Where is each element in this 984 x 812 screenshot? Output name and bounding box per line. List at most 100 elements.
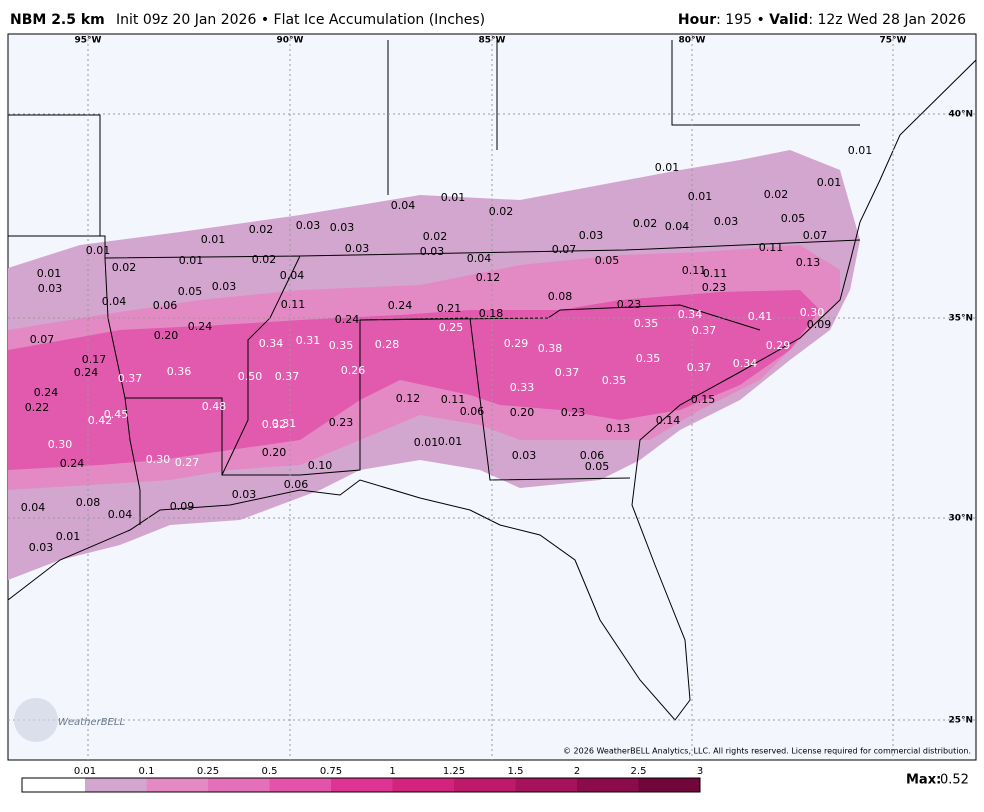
- point-label: 0.01: [655, 161, 680, 174]
- point-label: 0.37: [118, 372, 143, 385]
- point-label: 0.02: [112, 261, 137, 274]
- point-label: 0.02: [489, 205, 514, 218]
- point-label: 0.45: [104, 408, 129, 421]
- point-label: 0.24: [34, 386, 59, 399]
- point-label: 0.23: [702, 281, 727, 294]
- point-label: 0.24: [60, 457, 85, 470]
- colorbar-swatch: [638, 778, 700, 792]
- point-label: 0.07: [803, 229, 828, 242]
- colorbar-swatch: [208, 778, 270, 792]
- point-label: 0.04: [391, 199, 416, 212]
- point-label: 0.03: [330, 221, 355, 234]
- point-label: 0.04: [102, 295, 127, 308]
- lat-label: 35°N: [948, 314, 973, 324]
- point-label: 0.24: [388, 299, 413, 312]
- point-label: 0.13: [606, 422, 631, 435]
- point-label: 0.29: [504, 337, 529, 350]
- point-label: 0.35: [602, 374, 627, 387]
- point-label: 0.04: [665, 220, 690, 233]
- point-label: 0.13: [796, 256, 821, 269]
- point-label: 0.18: [479, 307, 504, 320]
- point-label: 0.24: [188, 320, 213, 333]
- point-label: 0.05: [781, 212, 806, 225]
- valid-part: : 195 •: [716, 12, 769, 28]
- point-label: 0.30: [48, 438, 73, 451]
- lon-label: 90°W: [277, 36, 304, 46]
- colorbar-swatch: [22, 778, 85, 792]
- colorbar-frame: [21, 777, 701, 793]
- point-label: 0.03: [38, 282, 63, 295]
- point-label: 0.03: [29, 541, 54, 554]
- point-label: 0.01: [86, 244, 111, 257]
- model-name: NBM 2.5 km: [10, 12, 105, 28]
- point-label: 0.42: [88, 414, 113, 427]
- point-label: 0.05: [178, 285, 203, 298]
- point-label: 0.35: [636, 352, 661, 365]
- ice-heavy: [8, 290, 820, 470]
- point-label: 0.03: [296, 219, 321, 232]
- point-label: 0.37: [692, 324, 717, 337]
- point-label: 0.11: [682, 264, 707, 277]
- point-label: 0.24: [74, 366, 99, 379]
- point-label: 0.33: [510, 381, 535, 394]
- point-label: 0.01: [438, 435, 463, 448]
- point-label: 0.09: [807, 318, 832, 331]
- point-label: 0.20: [154, 329, 179, 342]
- colorbar-tick: 1.5: [508, 766, 524, 777]
- point-label: 0.23: [329, 416, 354, 429]
- point-label: 0.24: [335, 313, 360, 326]
- point-label: 0.23: [617, 298, 642, 311]
- valid-time: Hour: 195 • Valid: 12z Wed 28 Jan 2026: [678, 12, 966, 28]
- point-label: 0.11: [441, 393, 466, 406]
- point-label: 0.22: [25, 401, 50, 414]
- point-label: 0.06: [284, 478, 309, 491]
- graticule: [8, 34, 976, 760]
- valid-part: Hour: [678, 12, 716, 28]
- point-label: 0.35: [634, 317, 659, 330]
- point-label: 0.20: [262, 446, 287, 459]
- point-label: 0.01: [848, 144, 873, 157]
- max-label: Max:: [906, 773, 941, 788]
- point-label: 0.01: [817, 176, 842, 189]
- point-label: 0.03: [232, 488, 257, 501]
- point-label: 0.06: [580, 449, 605, 462]
- point-label: 0.12: [476, 271, 501, 284]
- point-label: 0.35: [329, 339, 354, 352]
- point-label: 0.02: [633, 217, 658, 230]
- point-label: 0.26: [341, 364, 366, 377]
- point-label: 0.14: [656, 414, 681, 427]
- colorbar-swatch: [85, 778, 147, 792]
- point-label: 0.34: [733, 357, 758, 370]
- point-label: 0.01: [414, 436, 439, 449]
- point-label: 0.27: [175, 456, 200, 469]
- point-label: 0.01: [441, 191, 466, 204]
- point-label: 0.25: [439, 321, 464, 334]
- lon-label: 75°W: [880, 36, 907, 46]
- valid-part: : 12z Wed 28 Jan 2026: [808, 12, 966, 28]
- colorbar-swatch: [146, 778, 208, 792]
- point-label: 0.17: [82, 353, 107, 366]
- colorbar-tick: 0.75: [320, 766, 342, 777]
- point-label: 0.04: [108, 508, 133, 521]
- colorbar-swatch: [331, 778, 393, 792]
- point-label: 0.32: [262, 418, 287, 431]
- point-label: 0.05: [585, 460, 610, 473]
- point-label: 0.05: [595, 254, 620, 267]
- point-label: 0.03: [714, 215, 739, 228]
- max-value: 0.52: [940, 773, 969, 788]
- lat-label: 25°N: [948, 716, 973, 726]
- point-label: 0.12: [396, 392, 421, 405]
- point-label: 0.11: [703, 267, 728, 280]
- point-label: 0.34: [678, 308, 703, 321]
- colorbar-tick: 0.25: [197, 766, 219, 777]
- map-layers: 0.010.01 0.020.010.010.040.010.020.02 0.04…: [8, 34, 976, 760]
- logo-mark: [14, 698, 58, 742]
- point-label: 0.01: [179, 254, 204, 267]
- colorbar-swatch: [515, 778, 577, 792]
- colorbar-swatch: [392, 778, 454, 792]
- point-label: 0.03: [579, 229, 604, 242]
- point-label: 0.34: [259, 337, 284, 350]
- point-label: 0.10: [308, 459, 333, 472]
- point-label: 0.15: [691, 393, 716, 406]
